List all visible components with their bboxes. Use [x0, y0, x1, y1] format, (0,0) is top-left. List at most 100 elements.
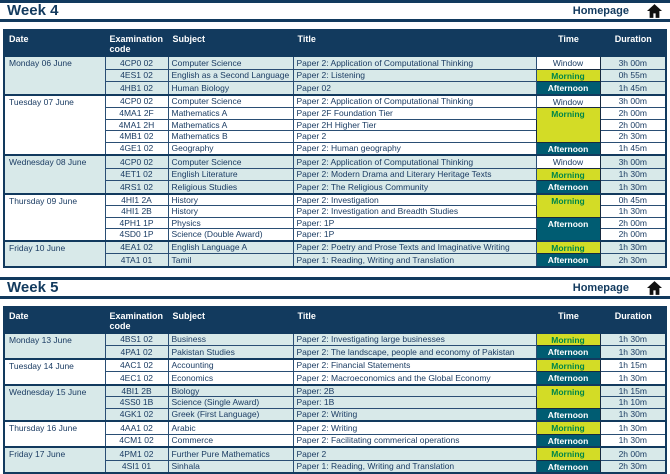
time-cell: Morning — [536, 241, 600, 254]
subject-cell: Biology — [168, 385, 293, 397]
week4-title: Week 4 — [7, 3, 58, 19]
code-cell: 4EC1 02 — [105, 372, 168, 385]
duration-cell: 1h 45m — [600, 142, 666, 155]
code-cell: 4RS1 02 — [105, 181, 168, 194]
code-cell: 4PA1 02 — [105, 346, 168, 359]
time-cell: Afternoon — [536, 346, 600, 359]
duration-cell: 1h 30m — [600, 333, 666, 346]
duration-cell: 1h 30m — [600, 346, 666, 359]
code-cell: 4BS1 02 — [105, 333, 168, 346]
title-cell: Paper 2 — [293, 447, 536, 460]
duration-cell: 0h 55m — [600, 69, 666, 82]
code-cell: 4CM1 02 — [105, 434, 168, 447]
subject-cell: Mathematics B — [168, 131, 293, 143]
subject-cell: Physics — [168, 217, 293, 229]
code-cell: 4ET1 02 — [105, 168, 168, 181]
subject-cell: Computer Science — [168, 155, 293, 168]
subject-cell: Accounting — [168, 359, 293, 372]
title-cell: Paper 2 — [293, 131, 536, 143]
col-header-date: Date — [4, 307, 105, 334]
title-cell: Paper 2: Writing — [293, 421, 536, 434]
date-cell: Friday 10 June — [4, 241, 105, 267]
code-cell: 4PM1 02 — [105, 447, 168, 460]
subject-cell: Commerce — [168, 434, 293, 447]
subject-cell: Tamil — [168, 254, 293, 267]
homepage-label[interactable]: Homepage — [573, 5, 629, 17]
code-cell: 4HI1 2B — [105, 206, 168, 218]
code-cell: 4MB1 02 — [105, 131, 168, 143]
code-cell: 4PH1 1P — [105, 217, 168, 229]
duration-cell: 3h 00m — [600, 57, 666, 70]
title-cell: Paper 2: Human geography — [293, 142, 536, 155]
duration-cell: 2h 00m — [600, 229, 666, 241]
title-cell: Paper 2: Application of Computational Th… — [293, 57, 536, 70]
duration-cell: 1h 30m — [600, 241, 666, 254]
homepage-link[interactable]: Homepage — [573, 281, 662, 295]
title-cell: Paper: 1P — [293, 217, 536, 229]
subject-cell: English Language A — [168, 241, 293, 254]
code-cell: 4TA1 01 — [105, 254, 168, 267]
duration-cell: 1h 30m — [600, 181, 666, 194]
code-cell: 4GE1 02 — [105, 142, 168, 155]
time-cell: Morning — [536, 385, 600, 409]
title-cell: Paper 2: Listening — [293, 69, 536, 82]
time-cell: Morning — [536, 194, 600, 218]
subject-cell: English as a Second Language — [168, 69, 293, 82]
code-cell: 4CP0 02 — [105, 57, 168, 70]
title-cell: Paper 2: Financial Statements — [293, 359, 536, 372]
subject-cell: Religious Studies — [168, 181, 293, 194]
duration-cell: 1h 30m — [600, 434, 666, 447]
subject-cell: Further Pure Mathematics — [168, 447, 293, 460]
title-cell: Paper 2: The Religious Community — [293, 181, 536, 194]
time-cell: Morning — [536, 108, 600, 143]
time-cell: Afternoon — [536, 181, 600, 194]
time-cell: Window — [536, 57, 600, 70]
homepage-label[interactable]: Homepage — [573, 282, 629, 294]
duration-cell: 2h 30m — [600, 460, 666, 473]
title-cell: Paper 2: Investigating large businesses — [293, 333, 536, 346]
duration-cell: 2h 00m — [600, 119, 666, 131]
col-header-code: Examination code — [105, 307, 168, 334]
date-cell: Tuesday 07 June — [4, 95, 105, 156]
time-cell: Morning — [536, 421, 600, 434]
duration-cell: 2h 00m — [600, 217, 666, 229]
time-cell: Afternoon — [536, 434, 600, 447]
code-cell: 4GK1 02 — [105, 408, 168, 421]
time-cell: Afternoon — [536, 460, 600, 473]
subject-cell: Pakistan Studies — [168, 346, 293, 359]
title-cell: Paper 2: Poetry and Prose Texts and Imag… — [293, 241, 536, 254]
home-icon[interactable] — [647, 281, 662, 295]
subject-cell: History — [168, 194, 293, 206]
subject-cell: Mathematics A — [168, 119, 293, 131]
title-cell: Paper 2: Application of Computational Th… — [293, 95, 536, 108]
week5-table: Date Examination code Subject Title Time… — [3, 306, 667, 474]
code-cell: 4CP0 02 — [105, 155, 168, 168]
home-icon[interactable] — [647, 4, 662, 18]
code-cell: 4BI1 2B — [105, 385, 168, 397]
homepage-link[interactable]: Homepage — [573, 4, 662, 18]
code-cell: 4MA1 2H — [105, 119, 168, 131]
duration-cell: 0h 45m — [600, 194, 666, 206]
col-header-duration: Duration — [600, 307, 666, 334]
title-cell: Paper 2: The landscape, people and econo… — [293, 346, 536, 359]
code-cell: 4AC1 02 — [105, 359, 168, 372]
code-cell: 4HI1 2A — [105, 194, 168, 206]
title-cell: Paper 2: Writing — [293, 408, 536, 421]
col-header-time: Time — [536, 30, 600, 57]
title-cell: Paper 1: Reading, Writing and Translatio… — [293, 254, 536, 267]
time-cell: Morning — [536, 333, 600, 346]
time-cell: Morning — [536, 69, 600, 82]
duration-cell: 1h 45m — [600, 82, 666, 95]
title-cell: Paper: 1P — [293, 229, 536, 241]
title-cell: Paper 2: Facilitating commerical operati… — [293, 434, 536, 447]
subject-cell: Computer Science — [168, 95, 293, 108]
